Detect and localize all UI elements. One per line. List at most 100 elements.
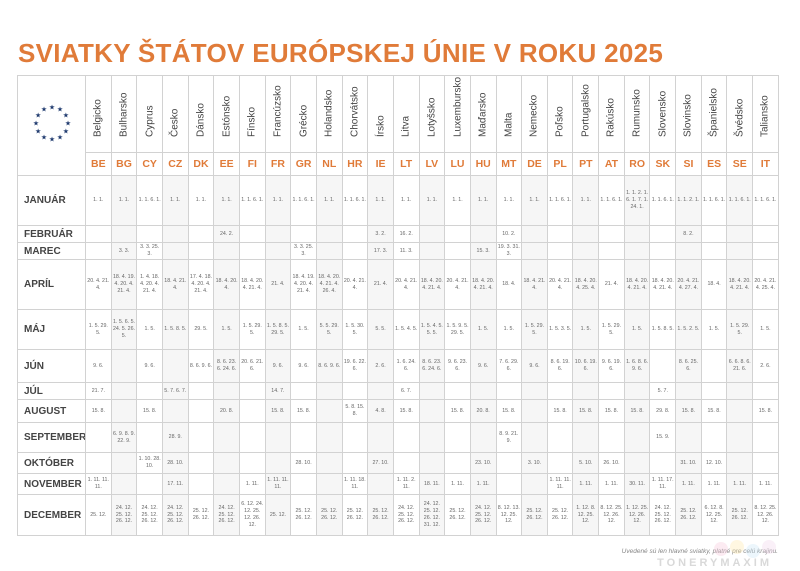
- holiday-cell: 1. 1.: [469, 175, 497, 226]
- holiday-cell: 1. 1. 6. 1.: [726, 175, 754, 226]
- holiday-cell: [264, 242, 292, 260]
- country-name: Rumunsko: [631, 89, 643, 137]
- holiday-cell: 18. 4.: [700, 259, 728, 310]
- holiday-cell: 25. 12. 26. 12.: [367, 494, 394, 536]
- holiday-cell: 8. 12. 25. 12. 26. 12.: [598, 494, 625, 536]
- holiday-cell: [752, 452, 779, 474]
- holiday-cell: 1. 5. 29. 5.: [726, 309, 754, 350]
- holiday-cell: 1. 5. 8. 5. 29. 5.: [264, 309, 292, 350]
- holiday-cell: [264, 452, 292, 474]
- holiday-cell: [572, 242, 600, 260]
- holiday-cell: 28. 10.: [290, 452, 317, 474]
- month-row: OKTÓBER 1. 10. 28. 10. 28. 10. 28. 10. 27. 1…: [17, 452, 779, 474]
- eu-star-icon: ★: [32, 120, 38, 128]
- holiday-cell: [315, 399, 343, 423]
- holiday-cell: 1. 1. 6. 1.: [752, 175, 779, 226]
- holiday-cell: 1. 1.: [521, 175, 548, 226]
- holiday-cell: 3. 2.: [367, 225, 394, 243]
- holiday-cell: [315, 225, 343, 243]
- holiday-cell: 24. 2.: [213, 225, 240, 243]
- month-label: SEPTEMBER: [17, 422, 86, 453]
- holiday-cell: 1. 1.: [392, 175, 420, 226]
- holiday-cell: 8. 6. 19. 6.: [546, 349, 574, 383]
- holiday-cell: 18. 4. 21. 4.: [161, 259, 189, 310]
- holiday-cell: 2. 6.: [752, 349, 779, 383]
- holiday-cell: 1. 1.: [110, 175, 138, 226]
- holiday-cell: [418, 452, 446, 474]
- holiday-cell: 9. 6.: [469, 349, 497, 383]
- country-header-cy: Cyprus: [136, 75, 163, 153]
- holiday-cell: [726, 452, 754, 474]
- holiday-cell: 25. 12. 26. 12.: [675, 494, 702, 536]
- holiday-cell: 1. 11.: [238, 473, 266, 495]
- country-code: DE: [521, 152, 548, 176]
- country-code: FI: [238, 152, 266, 176]
- country-header-hr: Chorvátsko: [341, 75, 369, 153]
- country-name: Rakúsko: [605, 98, 617, 137]
- holiday-cell: [367, 473, 394, 495]
- holiday-cell: 1. 5. 2. 5.: [675, 309, 702, 350]
- holiday-cell: [315, 452, 343, 474]
- holiday-cell: 17. 4. 18. 4. 20. 4. 21. 4.: [187, 259, 215, 310]
- holiday-cell: [700, 382, 728, 400]
- holiday-cell: [444, 382, 471, 400]
- holiday-cell: [161, 225, 189, 243]
- holiday-cell: [341, 382, 369, 400]
- holiday-cell: 25. 12. 26. 12.: [187, 494, 215, 536]
- holiday-cell: [623, 452, 651, 474]
- holiday-cell: 1. 1.: [187, 175, 215, 226]
- month-row: AUGUST 15. 8. 15. 8. 20. 8. 15. 8. 15. 8. 5. 8…: [17, 399, 779, 423]
- holiday-cell: 3. 3. 25. 3.: [136, 242, 163, 260]
- country-name: Bulharsko: [118, 92, 130, 137]
- holiday-cell: 24. 12. 25. 12. 26. 12.: [213, 494, 240, 536]
- holiday-cell: [213, 242, 240, 260]
- month-label: NOVEMBER: [17, 473, 86, 495]
- holiday-cell: 11. 3.: [392, 242, 420, 260]
- holiday-cell: [341, 242, 369, 260]
- holiday-cell: 1. 1.: [418, 175, 446, 226]
- holiday-cell: [521, 225, 548, 243]
- country-code: DK: [187, 152, 215, 176]
- holiday-cell: 1. 11.: [469, 473, 497, 495]
- holiday-cell: [238, 242, 266, 260]
- holiday-cell: 1. 5.: [623, 309, 651, 350]
- country-header-lu: Luxembursko: [444, 75, 471, 153]
- holiday-cell: [110, 382, 138, 400]
- country-name: Nemecko: [528, 94, 540, 137]
- holiday-cell: 5. 5. 29. 5.: [315, 309, 343, 350]
- holiday-cell: 1. 1.: [264, 175, 292, 226]
- eu-star-icon: ★: [62, 128, 68, 136]
- holiday-cell: [187, 242, 215, 260]
- holiday-cell: 24. 12. 25. 12. 26. 12.: [110, 494, 138, 536]
- holiday-cell: 12. 10.: [700, 452, 728, 474]
- holiday-cell: 24. 12. 25. 12. 26. 12.: [161, 494, 189, 536]
- holiday-cell: 21. 4.: [264, 259, 292, 310]
- holiday-cell: 25. 12. 26. 12.: [546, 494, 574, 536]
- holiday-cell: 25. 12. 26. 12.: [521, 494, 548, 536]
- holiday-cell: 5. 7.: [649, 382, 677, 400]
- country-header-ie: Írsko: [367, 75, 394, 153]
- holiday-cell: 8. 12. 13. 12. 25. 12.: [495, 494, 523, 536]
- holiday-cell: 19. 6. 22. 6.: [341, 349, 369, 383]
- holiday-cell: [367, 382, 394, 400]
- country-header-gr: Grécko: [290, 75, 317, 153]
- country-code: PT: [572, 152, 600, 176]
- month-label: DECEMBER: [17, 494, 86, 536]
- holiday-cell: 1. 12. 25. 12. 26. 12.: [623, 494, 651, 536]
- holiday-cell: [675, 422, 702, 453]
- holiday-cell: 27. 10.: [367, 452, 394, 474]
- holiday-cell: 1. 6. 8. 6. 9. 6.: [623, 349, 651, 383]
- holiday-cell: 21. 7.: [85, 382, 112, 400]
- holiday-cell: 9. 6.: [264, 349, 292, 383]
- holiday-cell: [418, 399, 446, 423]
- holiday-cell: [85, 452, 112, 474]
- country-name: Malta: [503, 112, 515, 137]
- holiday-cell: [598, 382, 625, 400]
- holiday-cell: [521, 399, 548, 423]
- country-name: Dánsko: [195, 103, 207, 137]
- holiday-cell: 28. 10.: [161, 452, 189, 474]
- holiday-cell: [546, 422, 574, 453]
- holiday-cell: 18. 4. 20. 4. 21. 4.: [726, 259, 754, 310]
- holiday-cell: [752, 422, 779, 453]
- country-header-fr: Francúzsko: [264, 75, 292, 153]
